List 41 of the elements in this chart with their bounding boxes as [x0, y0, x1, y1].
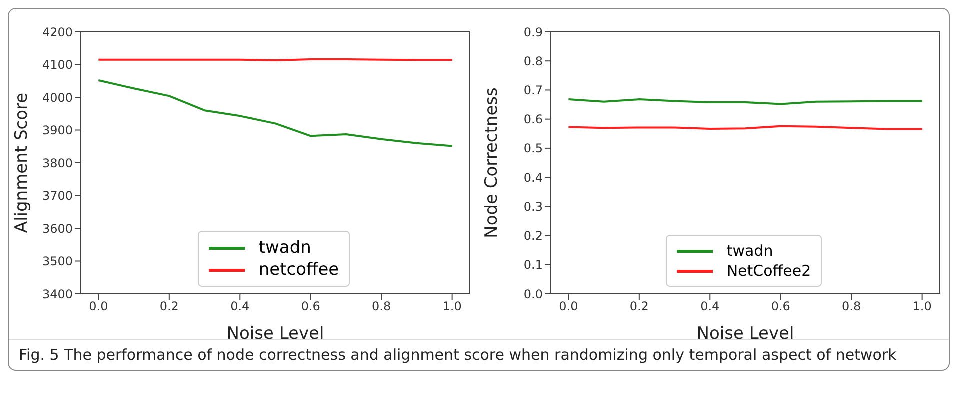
x-tick-label: 0.4	[700, 300, 720, 314]
legend-label: twadn	[726, 242, 774, 260]
y-tick-label: 0.5	[524, 142, 543, 156]
y-tick-label: 0.4	[524, 170, 543, 185]
y-tick-label: 0.7	[524, 83, 543, 98]
x-axis-title: Noise Level	[696, 324, 794, 344]
y-tick-label: 4000	[42, 90, 73, 105]
y-tick-label: 3900	[42, 124, 73, 138]
y-tick-label: 0.0	[524, 287, 543, 302]
y-tick-label: 0.3	[524, 200, 543, 214]
legend-label: NetCoffee2	[726, 262, 812, 280]
y-tick-label: 4100	[42, 58, 73, 72]
legend-label: netcoffee	[258, 260, 340, 280]
y-tick-label: 0.6	[524, 112, 543, 127]
x-tick-label: 0.2	[630, 300, 649, 314]
y-axis-title: Node Correctness	[482, 87, 502, 238]
y-tick-label: 0.9	[524, 25, 543, 40]
y-tick-label: 4200	[42, 25, 73, 40]
y-tick-label: 3800	[42, 156, 73, 170]
x-tick-label: 0.6	[301, 300, 320, 314]
x-tick-label: 0.0	[89, 300, 108, 314]
y-tick-label: 3700	[42, 189, 73, 204]
caption: Fig. 5 The performance of node correctness and alignment score when randomizing only temporal aspect of network	[19, 346, 897, 364]
x-tick-label: 1.0	[442, 300, 462, 314]
x-tick-label: 0.8	[842, 300, 862, 314]
y-tick-label: 3600	[42, 222, 73, 236]
x-tick-label: 0.8	[372, 300, 392, 314]
y-tick-label: 3400	[42, 287, 73, 302]
x-tick-label: 0.0	[559, 300, 578, 314]
x-tick-label: 1.0	[912, 300, 932, 314]
x-tick-label: 0.4	[230, 300, 250, 314]
x-axis-title: Noise Level	[226, 324, 324, 344]
y-tick-label: 0.2	[524, 229, 543, 244]
y-tick-label: 3500	[42, 254, 73, 269]
y-tick-label: 0.1	[524, 258, 543, 272]
line-series	[98, 79, 454, 148]
y-tick-label: 0.8	[524, 54, 543, 68]
x-tick-label: 0.6	[771, 300, 790, 314]
legend-label: twadn	[258, 238, 312, 258]
x-tick-label: 0.2	[160, 300, 179, 314]
y-axis-title: Alignment Score	[12, 92, 32, 234]
